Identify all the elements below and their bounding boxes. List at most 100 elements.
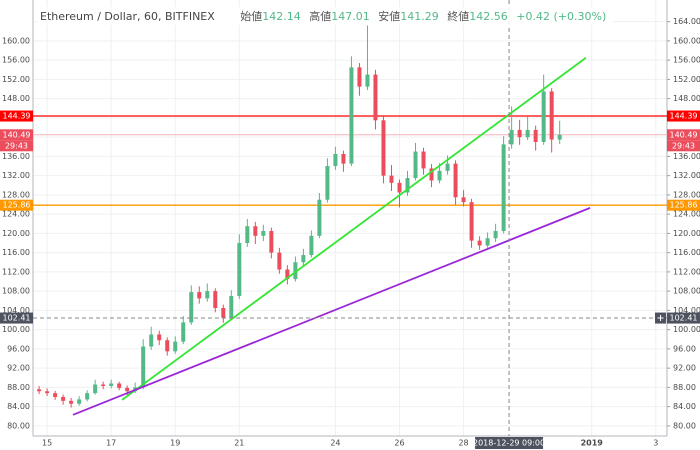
legend-label: 高値 — [309, 10, 332, 23]
y-tick-label: 84.00 — [673, 402, 696, 411]
y-tick-label: 120.00 — [2, 229, 30, 238]
candle-body — [533, 129, 538, 142]
line-price-label-box — [0, 199, 33, 211]
legend: 始値142.14 高値147.01 安値141.29 終値142.56 +0.4… — [240, 10, 611, 23]
candle-body — [357, 67, 362, 87]
y-tick-label: 116.00 — [673, 248, 700, 257]
crosshair-price-label: 102.41 — [3, 314, 31, 323]
y-tick-label: 132.00 — [2, 171, 30, 180]
candle-body — [397, 182, 402, 193]
candle-body — [93, 384, 98, 394]
y-tick-label: 108.00 — [673, 287, 700, 296]
candle-body — [341, 153, 346, 164]
candle-body — [213, 291, 218, 308]
candle-body — [173, 341, 178, 352]
candle-body — [229, 295, 234, 318]
candle-body — [541, 91, 546, 142]
y-tick-label: 148.00 — [673, 94, 700, 103]
line-price-label: 144.39 — [3, 112, 31, 121]
y-tick-label: 124.00 — [2, 210, 30, 219]
candle-body — [333, 153, 338, 167]
y-tick-label: 92.00 — [7, 364, 30, 373]
header: Ethereum / Dollar, 60, BITFINEX 始値142.14… — [37, 7, 615, 25]
candle-body — [437, 170, 442, 181]
change: +0.42 (+0.30%) — [516, 10, 607, 23]
candle-body — [141, 346, 146, 388]
x-tick-label: 2019 — [581, 439, 604, 448]
y-tick-label: 88.00 — [7, 383, 30, 392]
y-tick-label: 100.00 — [2, 325, 30, 334]
y-tick-label: 104.00 — [673, 306, 700, 315]
candle-body — [69, 400, 74, 404]
y-tick-label: 160.00 — [673, 36, 700, 45]
y-tick-label: 80.00 — [673, 421, 696, 430]
candle-body — [37, 389, 42, 392]
candle-body — [45, 391, 50, 394]
crosshair-price-label-box — [0, 312, 33, 324]
candle-body — [61, 397, 66, 401]
line-price-label-box — [667, 110, 700, 122]
y-tick-label: 156.00 — [2, 56, 30, 65]
x-tick-label: 15 — [42, 439, 52, 448]
candle-body — [301, 255, 306, 263]
candle-body — [325, 166, 330, 200]
crosshair-price-label: 102.41 — [670, 314, 698, 323]
candle-body — [261, 230, 266, 236]
candle-body — [365, 74, 370, 87]
line-price-label-box — [667, 199, 700, 211]
y-tick-label: 152.00 — [2, 75, 30, 84]
crosshair-time-box — [475, 437, 544, 449]
x-tick-label: 24 — [330, 439, 340, 448]
plus-icon — [657, 315, 664, 322]
title: Ethereum / Dollar, 60, BITFINEX — [40, 10, 215, 23]
line-price-label: 144.39 — [670, 112, 698, 121]
candle-body — [525, 129, 530, 138]
y-tick-label: 112.00 — [2, 267, 30, 276]
y-tick-label: 120.00 — [673, 229, 700, 238]
countdown-label-box — [667, 140, 700, 152]
last-price-label: 140.49 — [670, 130, 698, 139]
candle-body — [445, 163, 450, 171]
y-tick-label: 136.00 — [2, 152, 30, 161]
y-tick-label: 152.00 — [673, 75, 700, 84]
last-price-label-box — [0, 129, 33, 141]
candle-body — [429, 168, 434, 181]
y-tick-label: 128.00 — [673, 190, 700, 199]
line-price-label: 125.86 — [670, 201, 698, 210]
y-tick-label: 132.00 — [673, 171, 700, 180]
crosshair-time-label: 2018-12-29 09:00 — [473, 439, 545, 448]
candle-body — [253, 226, 258, 236]
y-tick-label: 92.00 — [673, 364, 696, 373]
candle-body — [389, 175, 394, 183]
candle-body — [181, 322, 186, 342]
candle-body — [485, 238, 490, 246]
last-price-label: 140.49 — [3, 130, 31, 139]
candle-body — [349, 67, 354, 164]
y-tick-label: 104.00 — [2, 306, 30, 315]
candle-body — [413, 151, 418, 179]
candle-body — [469, 202, 474, 241]
legend-label: 安値 — [378, 10, 401, 23]
candle-body — [501, 144, 506, 231]
line-price-label: 125.86 — [3, 201, 31, 210]
candle-body — [125, 387, 130, 392]
candle-body — [477, 240, 482, 246]
candle-body — [317, 199, 322, 236]
candle-body — [85, 393, 90, 400]
x-tick-label: 17 — [106, 439, 116, 448]
y-tick-label: 160.00 — [2, 36, 30, 45]
candle-body — [149, 334, 154, 347]
candle-body — [493, 230, 498, 239]
candle-body — [381, 120, 386, 176]
y-tick-label: 148.00 — [2, 94, 30, 103]
x-tick-label: 3 — [653, 439, 658, 448]
candle-body — [205, 291, 210, 299]
y-tick-label: 108.00 — [2, 287, 30, 296]
countdown-label: 29:43 — [672, 141, 695, 150]
candle-body — [549, 91, 554, 140]
y-tick-label: 100.00 — [673, 325, 700, 334]
legend-value: 142.56 — [469, 10, 508, 23]
candle-body — [373, 74, 378, 121]
